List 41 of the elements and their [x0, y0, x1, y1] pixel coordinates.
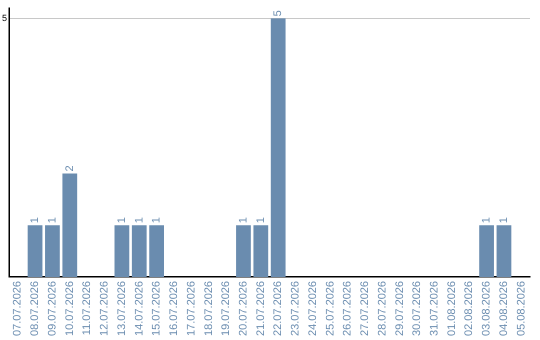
x-tick-label: 11.07.2026: [81, 280, 94, 336]
x-tick-label: 17.07.2026: [185, 280, 198, 336]
data-label: 1: [254, 217, 267, 224]
data-label: 1: [150, 217, 163, 224]
x-tick-label: 03.08.2026: [480, 280, 493, 336]
data-label: 1: [116, 217, 128, 224]
x-tick-label: 14.07.2026: [133, 280, 146, 336]
data-label: 1: [133, 217, 146, 224]
data-label: 1: [237, 217, 250, 224]
x-tick-label: 24.07.2026: [306, 280, 319, 336]
x-tick-label: 22.07.2026: [272, 280, 284, 336]
x-tick-label: 13.07.2026: [116, 280, 128, 336]
x-tick-label: 12.07.2026: [98, 280, 111, 336]
x-tick-label: 10.07.2026: [64, 280, 76, 336]
x-tick-label: 30.07.2026: [411, 280, 424, 336]
x-tick-label: 25.07.2026: [324, 280, 336, 336]
x-tick-label: 27.07.2026: [359, 280, 372, 336]
x-tick-label: 15.07.2026: [150, 280, 163, 336]
x-tick-label: 16.07.2026: [168, 280, 180, 336]
x-tick-label: 05.08.2026: [515, 280, 528, 336]
data-label: 1: [498, 217, 510, 224]
x-tick-label: 31.07.2026: [428, 280, 441, 336]
data-label: 5: [272, 10, 284, 16]
x-tick-label: 20.07.2026: [237, 280, 250, 336]
x-tick-label: 19.07.2026: [220, 280, 232, 336]
x-tick-label: 23.07.2026: [290, 280, 302, 336]
x-tick-label: 04.08.2026: [498, 280, 510, 336]
x-tick-label: 01.08.2026: [446, 280, 458, 336]
x-tick-label: 29.07.2026: [394, 280, 406, 336]
x-tick-label: 28.07.2026: [376, 280, 388, 336]
x-tick-label: 21.07.2026: [254, 280, 267, 336]
x-tick-label: 02.08.2026: [463, 280, 476, 336]
x-tick-label: 18.07.2026: [202, 280, 215, 336]
x-tick-label: 09.07.2026: [46, 280, 58, 336]
x-tick-label: 26.07.2026: [342, 280, 354, 336]
data-label: 1: [480, 217, 493, 224]
data-label: 1: [46, 217, 58, 224]
x-tick-label: 07.07.2026: [12, 280, 24, 336]
x-tick-label: 08.07.2026: [29, 280, 42, 336]
data-label: 1: [29, 217, 42, 224]
data-label: 2: [64, 165, 76, 172]
